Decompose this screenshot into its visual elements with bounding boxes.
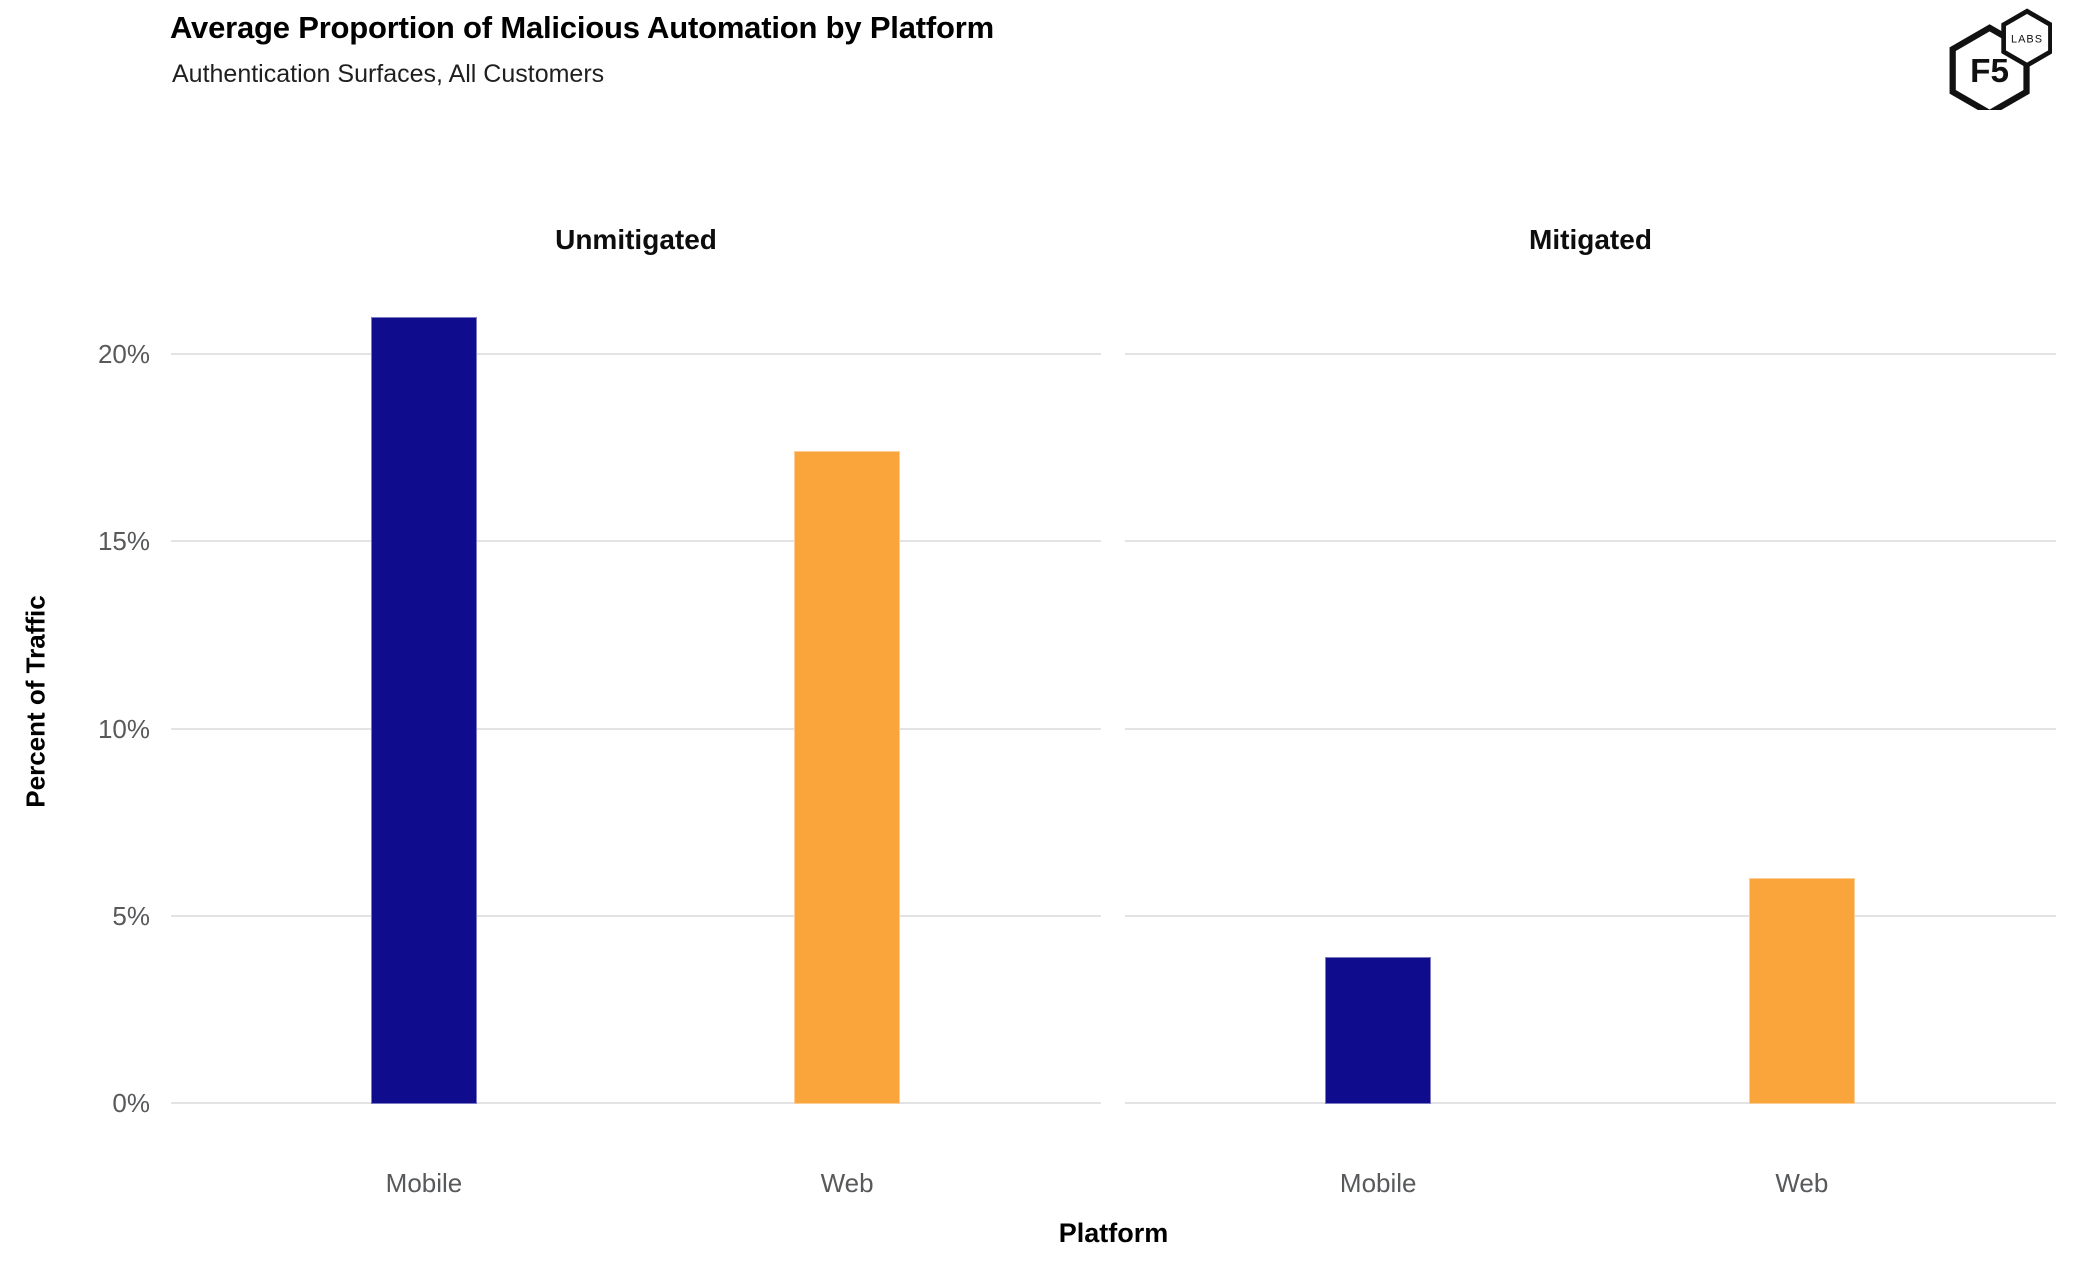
gridline-5%-panel2 — [1125, 914, 2056, 917]
gridline-20%-panel2 — [1125, 353, 2056, 355]
y-axis-title: Percent of Traffic — [20, 595, 51, 808]
x-tick-label-unmitigated-web: Web — [820, 1168, 874, 1198]
x-tick-label-mitigated-mobile: Mobile — [1339, 1168, 1417, 1198]
y-tick-label-15%: 15% — [97, 526, 150, 557]
facet-title-mitigated: Mitigated — [1529, 224, 1652, 255]
gridline-0%-panel1 — [171, 1102, 1101, 1104]
gridline-15%-panel1 — [171, 540, 1101, 543]
x-tick-label-unmitigated-mobile: Mobile — [385, 1168, 463, 1198]
y-tick-label-10%: 10% — [97, 713, 150, 744]
labs-hexagon — [2001, 8, 2052, 68]
logo-labs-text: LABS — [2011, 33, 2043, 45]
bar-unmitigated-web — [794, 451, 901, 1104]
gridline-20%-panel1 — [171, 353, 1101, 355]
gridline-10%-panel1 — [171, 727, 1101, 730]
gridline-0%-panel2 — [1125, 1102, 2056, 1104]
y-tick-label-5%: 5% — [112, 900, 150, 931]
y-tick-label-20%: 20% — [97, 339, 150, 369]
logo-f5-text: F5 — [1970, 53, 2009, 90]
bar-mitigated-mobile — [1325, 956, 1432, 1104]
gridline-15%-panel2 — [1125, 540, 2056, 543]
y-tick-label-0%: 0% — [112, 1088, 150, 1118]
x-axis-title: Platform — [1058, 1218, 1169, 1248]
chart-subtitle: Authentication Surfaces, All Customers — [172, 60, 605, 88]
chart-title: Average Proportion of Malicious Automati… — [170, 10, 994, 45]
bar-mitigated-web — [1748, 878, 1855, 1104]
f5-labs-logo: F5 LABS — [1949, 8, 2052, 110]
bar-unmitigated-mobile — [370, 316, 477, 1104]
gridline-10%-panel2 — [1125, 727, 2056, 730]
x-tick-label-mitigated-web: Web — [1775, 1168, 1829, 1198]
facet-title-unmitigated: Unmitigated — [555, 224, 717, 255]
gridline-5%-panel1 — [171, 914, 1101, 917]
